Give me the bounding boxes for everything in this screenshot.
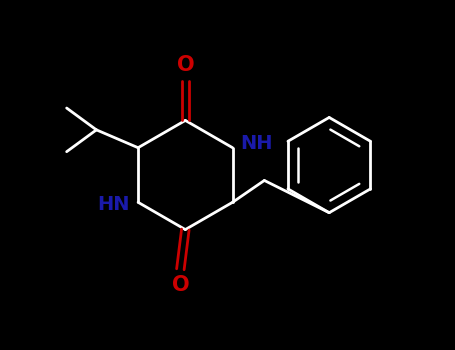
Text: HN: HN xyxy=(98,195,130,214)
Text: O: O xyxy=(172,275,189,295)
Text: NH: NH xyxy=(241,134,273,153)
Text: O: O xyxy=(177,55,194,75)
